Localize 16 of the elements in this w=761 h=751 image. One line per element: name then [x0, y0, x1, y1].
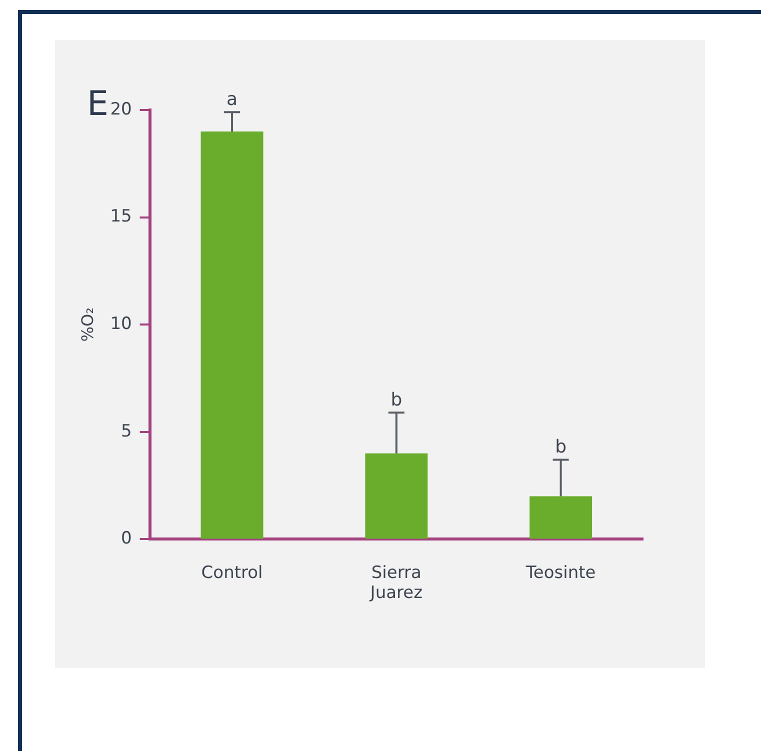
- y-tick-label: 5: [121, 421, 132, 442]
- bar: [530, 496, 592, 539]
- annotation: b: [555, 436, 567, 458]
- x-tick-label: Control: [201, 562, 263, 583]
- x-tick-label: Teosinte: [524, 562, 596, 583]
- y-tick-label: 10: [110, 314, 132, 334]
- annotation: b: [390, 389, 402, 410]
- annotation: a: [226, 88, 238, 110]
- y-axis-title: %O₂: [78, 307, 97, 342]
- y-tick-label: 20: [110, 99, 132, 120]
- bar: [200, 131, 264, 539]
- chart-title: E: [87, 84, 108, 124]
- x-tick-label: Sierra Juarez: [369, 562, 423, 604]
- y-tick-label: 15: [110, 206, 132, 227]
- bar: [365, 453, 428, 539]
- y-tick-label: 0: [121, 528, 132, 549]
